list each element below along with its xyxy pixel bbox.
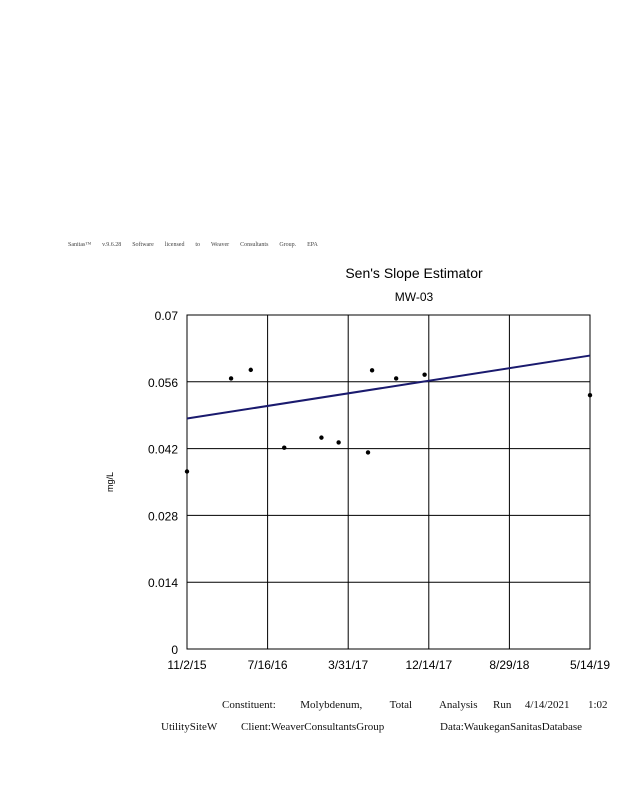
plot-frame xyxy=(186,314,591,650)
x-tick-label: 7/16/16 xyxy=(248,658,288,672)
data-point xyxy=(184,469,190,474)
data-point xyxy=(587,392,593,398)
banner-word: to xyxy=(195,242,201,248)
y-tick-label: 0.042 xyxy=(148,443,178,457)
x-tick-label: 12/14/17 xyxy=(405,658,452,672)
y-tick-label: 0.07 xyxy=(155,309,179,323)
sens-slope-chart: Sen's Slope Estimator MW-03 mg/L 0 0.014 0… xyxy=(105,265,610,672)
database-name: Data:WaukeganSanitasDatabase xyxy=(440,721,583,733)
banner-word: v.9.6.28 xyxy=(102,242,122,248)
banner-word: Sanitas™ xyxy=(68,242,92,248)
chart-title: Sen's Slope Estimator xyxy=(345,265,483,281)
footer-constituent-line: Constituent: Molybdenum, Total Analysis … xyxy=(222,699,618,711)
banner-word: Consultants xyxy=(240,242,269,248)
constituent-label: Constituent: xyxy=(222,699,276,711)
banner-word: Software xyxy=(132,242,154,248)
banner-word: Weaver xyxy=(210,242,230,248)
license-banner: Sanitas™ v.9.6.28 Software licensed to W… xyxy=(68,242,318,248)
footer-site-line: UtilitySiteW Client:WeaverConsultantsGro… xyxy=(161,721,583,733)
y-tick-label: 0 xyxy=(171,643,178,657)
data-point xyxy=(365,450,371,455)
x-tick-label: 3/31/17 xyxy=(328,658,368,672)
data-point xyxy=(248,367,253,373)
y-tick-label: 0.056 xyxy=(148,376,178,390)
y-axis-label: mg/L xyxy=(105,472,115,492)
client-name: Client:WeaverConsultantsGroup xyxy=(241,721,385,733)
banner-word: licensed xyxy=(164,242,185,248)
data-point xyxy=(369,368,375,373)
data-point xyxy=(319,435,324,440)
constituent-value: Molybdenum, xyxy=(300,699,363,711)
site-name: UtilitySiteW xyxy=(161,721,218,733)
y-tick-label: 0.014 xyxy=(148,576,178,590)
data-point xyxy=(228,376,234,381)
data-point xyxy=(282,445,287,450)
run-label: Run xyxy=(492,699,512,711)
run-time: 1:02 xyxy=(587,699,608,711)
banner-word: EPA xyxy=(307,242,318,248)
data-point xyxy=(422,372,427,377)
total-label: Total xyxy=(389,699,413,711)
chart-subtitle: MW-03 xyxy=(395,290,434,304)
x-tick-label: 8/29/18 xyxy=(489,658,529,672)
run-date: 4/14/2021 xyxy=(524,699,570,711)
y-tick-label: 0.028 xyxy=(148,509,178,523)
x-tick-label: 11/2/15 xyxy=(167,658,206,672)
data-point xyxy=(336,440,341,445)
analysis-label: Analysis xyxy=(438,699,478,711)
data-point xyxy=(393,376,399,381)
banner-word: Group. xyxy=(279,242,297,248)
x-tick-label: 5/14/19 xyxy=(570,658,610,672)
trend-line xyxy=(186,354,591,420)
